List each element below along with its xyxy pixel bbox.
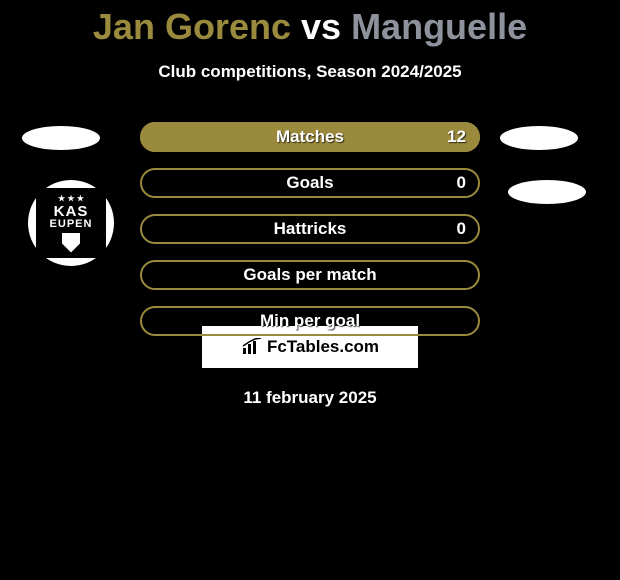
club-stars: ★ ★ ★ [58,194,84,203]
stat-label: Hattricks [140,214,480,244]
stat-label: Goals [140,168,480,198]
player2-photo-placeholder [500,126,578,150]
generated-date: 11 february 2025 [0,388,620,408]
club-badge-inner: ★ ★ ★ KAS EUPEN [36,188,106,258]
player2-club-placeholder [508,180,586,204]
stat-row: Goals per match [140,260,480,290]
stat-bars: Matches12Goals0Hattricks0Goals per match… [140,122,480,352]
vs-text: vs [301,6,341,47]
club-shield-icon [62,233,80,253]
stat-value-player2: 0 [457,214,466,244]
stat-value-player2: 0 [457,168,466,198]
stat-row: Hattricks0 [140,214,480,244]
stat-label: Goals per match [140,260,480,290]
stat-row: Min per goal [140,306,480,336]
comparison-title: Jan Gorenc vs Manguelle [0,0,620,48]
stat-row: Matches12 [140,122,480,152]
stat-row: Goals0 [140,168,480,198]
player2-name: Manguelle [351,6,527,47]
player1-club-badge: ★ ★ ★ KAS EUPEN [28,180,114,266]
player1-photo-placeholder [22,126,100,150]
club-name-line1: KAS [54,204,89,219]
stat-label: Matches [140,122,480,152]
stat-value-player2: 12 [447,122,466,152]
stat-label: Min per goal [140,306,480,336]
player1-name: Jan Gorenc [93,6,291,47]
subtitle: Club competitions, Season 2024/2025 [0,62,620,82]
club-name-line2: EUPEN [50,219,93,230]
